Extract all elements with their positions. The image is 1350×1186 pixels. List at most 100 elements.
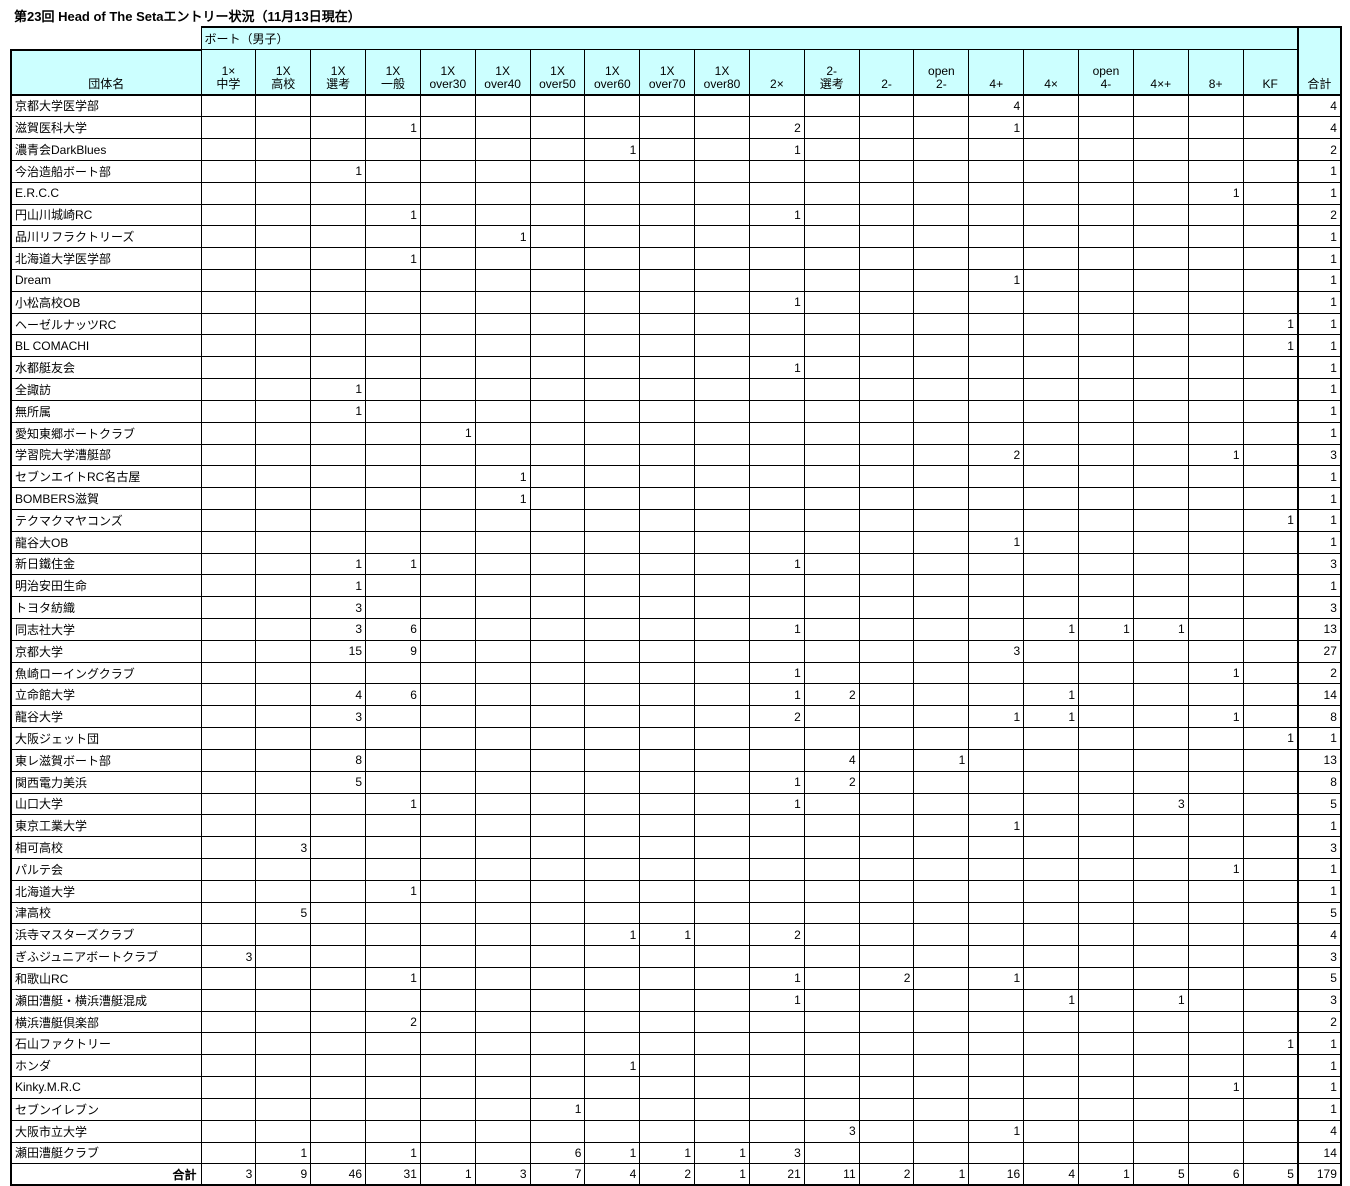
value-cell <box>694 334 750 358</box>
value-cell <box>639 814 696 838</box>
value-cell <box>310 792 367 816</box>
value-cell <box>1242 923 1299 947</box>
value-cell <box>913 138 970 161</box>
value-cell <box>1187 1054 1244 1078</box>
value-cell <box>803 421 860 445</box>
value-cell <box>365 836 421 859</box>
value-cell <box>1023 1141 1079 1165</box>
value-cell <box>365 421 421 445</box>
row-total: 27 <box>1296 639 1342 663</box>
value-cell <box>584 945 641 968</box>
value-cell <box>1132 1141 1189 1165</box>
value-cell <box>584 836 641 859</box>
value-cell <box>1023 312 1079 336</box>
row-total: 1 <box>1296 290 1342 314</box>
value-cell <box>694 683 750 707</box>
value-cell <box>365 465 421 489</box>
value-cell <box>584 814 641 838</box>
row-total: 1 <box>1296 487 1342 510</box>
table-row: BOMBERS滋賀 1 1 <box>10 487 1342 510</box>
value-cell <box>529 967 586 990</box>
value-cell <box>310 356 367 380</box>
value-cell <box>1242 792 1299 816</box>
value-cell <box>529 356 586 380</box>
table-row: 津高校 5 5 <box>10 901 1342 925</box>
value-cell <box>748 1097 805 1121</box>
value-cell <box>365 901 421 925</box>
value-cell <box>748 1119 805 1143</box>
value-cell <box>1078 814 1134 838</box>
value-cell <box>529 334 586 358</box>
value-cell <box>1023 1054 1079 1078</box>
value-cell <box>639 639 696 663</box>
value-cell <box>968 574 1025 598</box>
total-column-header: 合計 <box>1296 26 1342 96</box>
table-row: 魚崎ローイングクラブ 1 1 2 <box>10 661 1342 685</box>
team-name: 和歌山RC <box>10 967 202 990</box>
value-cell <box>639 945 696 968</box>
value-cell <box>310 1054 367 1078</box>
row-total: 1 <box>1296 334 1342 358</box>
value-cell <box>858 901 915 925</box>
value-cell <box>858 334 915 358</box>
value-cell <box>365 814 421 838</box>
value-cell <box>1078 988 1134 1012</box>
value-cell <box>255 487 312 510</box>
value-cell <box>803 159 860 183</box>
value-cell <box>419 967 476 990</box>
value-cell <box>913 312 970 336</box>
value-cell <box>968 901 1025 925</box>
column-total: 2 <box>858 1163 915 1186</box>
team-name: ぎふジュニアボートクラブ <box>10 945 202 968</box>
column-header: 8+ <box>1187 49 1244 96</box>
value-cell <box>913 661 970 685</box>
column-header: 1X over70 <box>639 49 696 96</box>
value-cell: 3 <box>803 1119 860 1143</box>
row-total: 5 <box>1296 901 1342 925</box>
value-cell <box>858 1097 915 1121</box>
value-cell <box>858 312 915 336</box>
value-cell <box>858 356 915 380</box>
value-cell <box>639 225 696 249</box>
value-cell <box>584 159 641 183</box>
team-name: 今治造船ボート部 <box>10 159 202 183</box>
value-cell <box>858 1010 915 1034</box>
value-cell <box>639 93 696 118</box>
value-cell <box>474 945 531 968</box>
value-cell <box>1023 836 1079 859</box>
value-cell <box>968 465 1025 489</box>
value-cell <box>200 159 257 183</box>
totals-row: 合計 3 9 46 31 1 3 7 4 2 1 21 11 2 1 16 4 1 5 6 5 179 <box>10 1163 1342 1186</box>
value-cell <box>1078 879 1134 903</box>
row-total: 2 <box>1296 661 1342 685</box>
value-cell <box>200 225 257 249</box>
value-cell <box>1242 116 1299 140</box>
value-cell <box>474 857 531 881</box>
team-name: パルテ会 <box>10 857 202 881</box>
value-cell: 1 <box>584 923 641 947</box>
value-cell: 6 <box>365 618 421 641</box>
value-cell <box>913 552 970 576</box>
value-cell <box>474 901 531 925</box>
value-cell <box>803 792 860 816</box>
value-cell <box>1023 1010 1079 1034</box>
value-cell <box>419 1010 476 1034</box>
table-row: Dream 1 1 <box>10 269 1342 292</box>
value-cell <box>694 792 750 816</box>
value-cell <box>913 879 970 903</box>
value-cell <box>1078 508 1134 532</box>
value-cell <box>968 552 1025 576</box>
value-cell <box>858 378 915 401</box>
value-cell <box>913 508 970 532</box>
team-name: 学習院大学漕艇部 <box>10 443 202 467</box>
value-cell <box>803 639 860 663</box>
value-cell <box>639 988 696 1012</box>
value-cell <box>255 1119 312 1143</box>
value-cell <box>1242 530 1299 554</box>
value-cell <box>694 1097 750 1121</box>
value-cell <box>968 203 1025 227</box>
value-cell <box>694 552 750 576</box>
value-cell <box>584 225 641 249</box>
value-cell <box>365 181 421 205</box>
value-cell <box>419 945 476 968</box>
